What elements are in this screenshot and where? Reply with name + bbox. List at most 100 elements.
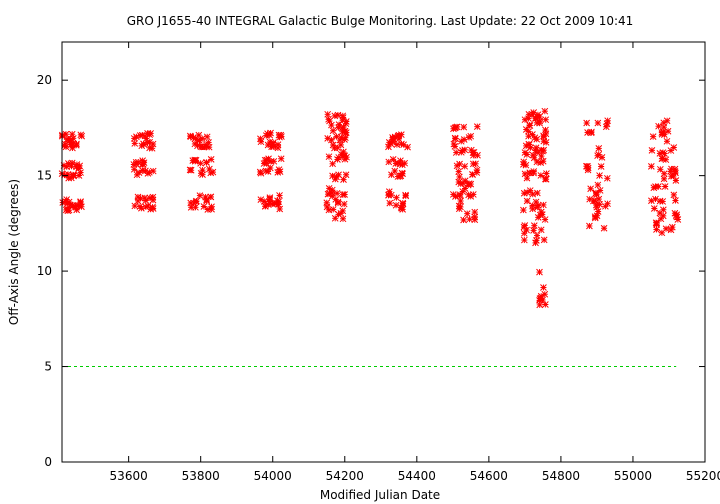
data-point <box>520 206 527 214</box>
data-point <box>649 133 657 140</box>
data-point <box>329 141 337 149</box>
data-point <box>325 115 332 123</box>
data-point <box>659 128 667 136</box>
data-point <box>537 226 545 234</box>
data-point <box>199 171 206 178</box>
data-point <box>604 200 611 208</box>
y-tick-label: 5 <box>44 360 52 374</box>
data-point <box>527 144 534 152</box>
data-point <box>191 157 199 165</box>
data-point <box>456 191 464 199</box>
data-point <box>655 122 662 130</box>
data-point <box>140 141 148 148</box>
data-point <box>203 197 211 205</box>
data-point <box>64 207 72 215</box>
data-point <box>331 214 339 222</box>
data-point <box>142 135 150 142</box>
data-point <box>533 232 541 239</box>
data-point <box>266 164 274 172</box>
data-point <box>135 169 143 176</box>
data-point <box>331 112 339 120</box>
x-tick-label: 55000 <box>614 469 652 483</box>
data-point <box>207 156 215 163</box>
data-point <box>533 189 541 197</box>
data-point <box>197 159 204 167</box>
y-tick-label: 15 <box>37 169 52 183</box>
data-point <box>393 194 400 202</box>
data-point <box>67 141 75 149</box>
data-point <box>469 160 477 168</box>
data-point <box>78 132 86 140</box>
data-point <box>208 205 215 213</box>
data-point <box>341 136 348 143</box>
data-point <box>59 199 67 206</box>
data-point <box>650 205 658 212</box>
data-point <box>598 154 606 161</box>
data-point <box>339 207 347 215</box>
data-point <box>661 183 669 190</box>
data-point <box>69 134 77 142</box>
data-point <box>596 172 603 179</box>
data-point <box>530 109 538 116</box>
data-point <box>148 144 156 152</box>
data-point <box>276 133 283 141</box>
plot-frame <box>61 41 706 463</box>
data-point <box>276 192 283 199</box>
data-point <box>133 133 140 141</box>
data-point <box>207 169 215 177</box>
data-point <box>540 146 548 154</box>
data-point <box>461 146 469 154</box>
data-point <box>274 141 282 148</box>
data-point <box>603 174 611 182</box>
data-point <box>520 189 528 197</box>
data-point <box>534 214 542 221</box>
data-point <box>66 201 74 209</box>
data-point <box>339 191 347 198</box>
data-point <box>667 147 675 154</box>
data-point <box>542 175 549 183</box>
data-point <box>530 222 538 230</box>
data-point <box>324 135 332 142</box>
data-point <box>329 127 337 135</box>
data-point <box>469 171 477 178</box>
data-point <box>471 216 479 224</box>
data-point <box>451 124 459 132</box>
data-point <box>196 137 203 144</box>
data-point <box>339 116 346 124</box>
data-point <box>540 236 548 244</box>
data-point <box>392 201 400 209</box>
data-point <box>72 141 80 149</box>
data-point <box>325 153 333 161</box>
data-point <box>449 191 457 198</box>
data-point <box>257 135 264 143</box>
data-point <box>389 138 397 146</box>
data-point <box>134 193 142 201</box>
x-axis-title: Modified Julian Date <box>320 488 440 502</box>
data-point <box>264 141 272 149</box>
data-point <box>595 145 603 152</box>
data-point <box>402 191 409 199</box>
data-points <box>58 107 682 309</box>
data-point <box>200 203 208 210</box>
data-point <box>590 197 597 205</box>
data-point <box>467 180 475 188</box>
data-point <box>594 181 602 189</box>
data-point <box>138 167 146 174</box>
data-point <box>256 168 264 176</box>
data-point <box>334 199 342 207</box>
data-point <box>538 211 546 219</box>
data-point <box>276 205 284 213</box>
data-point <box>328 189 336 197</box>
data-point <box>333 133 340 140</box>
data-point <box>397 204 405 211</box>
data-point <box>596 187 604 194</box>
data-point <box>537 172 545 179</box>
data-point <box>202 141 210 148</box>
data-point <box>193 197 200 205</box>
data-point <box>520 229 528 237</box>
data-point <box>62 130 70 138</box>
data-point <box>142 203 150 211</box>
data-point <box>537 159 545 166</box>
